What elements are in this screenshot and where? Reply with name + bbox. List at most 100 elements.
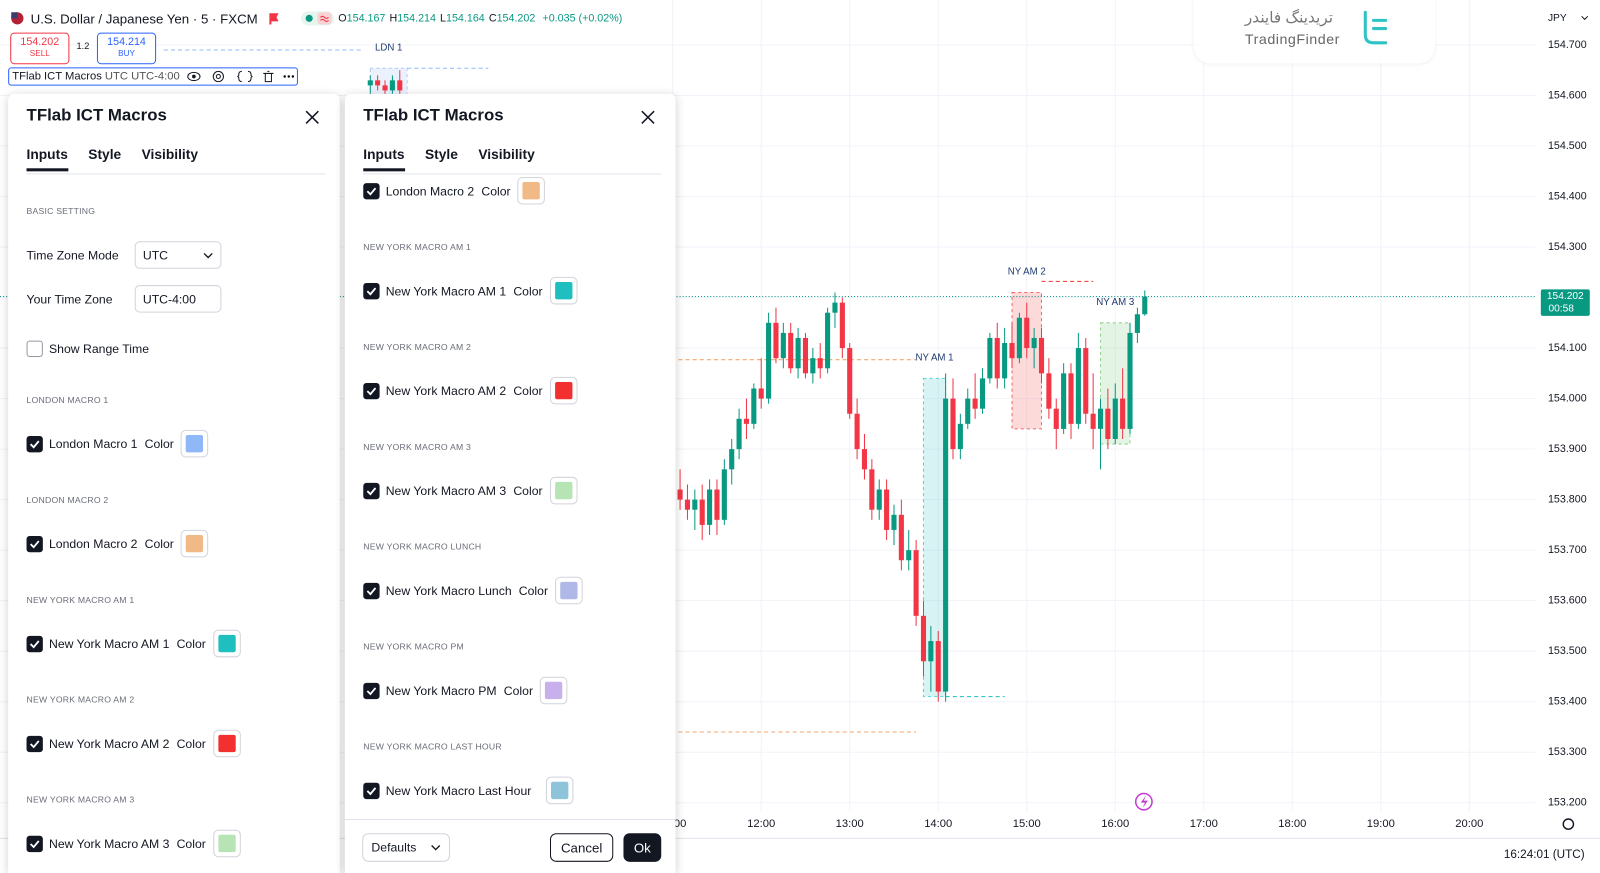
swatch-color [522,182,541,200]
checkbox[interactable] [26,435,43,452]
checkbox-row: New York Macro Last Hour [363,776,574,805]
candle-body [965,398,971,424]
candle-body [825,312,831,369]
check [29,440,40,449]
color-swatch[interactable] [555,576,583,605]
checkbox-label: New York Macro AM 2 [48,736,170,751]
color-swatch[interactable] [549,476,578,505]
candle-body [810,358,816,374]
section-row: NEW YORK MACRO AM 1 [27,595,135,605]
checkbox-row: New York Macro AM 1 Color [363,276,578,305]
section-title: NEW YORK MACRO LUNCH [363,541,482,552]
checkbox-label: New York Macro Last Hour [385,783,532,798]
y-tick-label: 154.000 [1548,392,1587,404]
checkbox[interactable] [363,582,380,599]
color-swatch[interactable] [213,729,241,758]
checkbox[interactable] [363,782,380,799]
candle-body [677,489,683,500]
tab[interactable]: Visibility [141,146,199,163]
close-button[interactable] [303,108,321,126]
checkbox-label: New York Macro AM 1 [48,636,170,651]
color-swatch[interactable] [540,676,568,705]
candle-body [773,322,779,359]
tabs: Inputs Style Visibility [26,146,199,172]
color-swatch[interactable] [517,176,546,205]
section-row: NEW YORK MACRO LAST HOUR [363,741,502,751]
y-tick-label: 153.600 [1548,594,1587,606]
clock: 16:24:01 (UTC) [1504,848,1585,861]
checkbox[interactable] [363,482,380,499]
candle-body [699,499,705,525]
checkbox[interactable] [26,835,43,852]
candle-body [920,615,927,662]
checkbox[interactable] [363,382,380,399]
candle-body [979,378,986,409]
checkbox-row: New York Macro AM 2 Color [363,376,578,405]
checkbox-row: New York Macro AM 1 Color [26,629,241,658]
tab-separator [26,173,326,175]
color-swatch[interactable] [181,429,209,458]
sell-button[interactable]: 154.202 SELL [10,32,70,65]
check [366,486,377,495]
buy-button[interactable]: 154.214 BUY [96,32,157,65]
checkbox-label: Show Range Time [48,341,150,356]
text-input[interactable]: UTC-4:00 [134,285,222,313]
y-tick-label: 154.500 [1548,140,1587,152]
section-row: NEW YORK MACRO AM 3 [363,442,471,452]
checkbox[interactable] [26,735,43,752]
tab[interactable]: Visibility [478,146,535,163]
color-swatch[interactable] [545,776,574,805]
checkbox[interactable] [363,182,380,199]
check [366,586,377,595]
tab[interactable]: Style [88,146,122,163]
color-swatch[interactable] [549,376,578,405]
candle-body [1097,408,1104,429]
tab[interactable]: Style [424,146,458,163]
color-label: Color [518,583,549,598]
color-swatch[interactable] [181,529,209,558]
checkbox[interactable] [26,535,43,552]
cancel-button[interactable]: Cancel [549,833,614,862]
candle-body [382,85,388,91]
dropdown[interactable]: UTC [134,241,222,269]
select-row: Time Zone Mode UTC [27,241,222,269]
candle-body [1112,398,1118,440]
candle-body [876,489,882,510]
x-tick-label: 15:00 [1013,818,1041,830]
swatch-color [218,634,236,653]
color-label: Color [144,536,174,551]
settings-dialog: TFlab ICT Macros Inputs Style Visibility Lon… [344,93,676,873]
candle-body [1053,408,1059,429]
candle-body [1068,373,1074,424]
candle-body [375,80,381,86]
flag-marker [268,13,279,25]
indicator-legend[interactable]: TFlab ICT Macros UTC UTC-4:00 [8,67,298,86]
section-title: NEW YORK MACRO PM [363,641,464,652]
last-price-value: 154.202 [1547,291,1584,302]
close-button[interactable] [639,108,657,126]
tab[interactable]: Inputs [363,147,405,172]
color-swatch[interactable] [213,829,241,858]
check [366,187,377,196]
color-swatch[interactable] [213,629,241,658]
checkbox[interactable] [26,635,43,652]
checkbox[interactable] [26,340,43,357]
candle-body [994,337,1000,379]
color-swatch[interactable] [549,276,578,305]
check [29,839,40,848]
price-axis-bg [1535,0,1600,873]
color-label: Color [176,836,206,851]
sell-price: 154.202 [20,35,60,48]
defaults-dropdown[interactable]: Defaults [362,833,450,862]
checkbox[interactable] [363,682,380,699]
ok-button[interactable]: Ok [623,833,662,862]
swatch-color [218,834,236,853]
y-tick-label: 153.800 [1548,493,1587,505]
checkbox[interactable] [363,282,380,299]
y-tick-label: 154.700 [1548,39,1587,51]
tab[interactable]: Inputs [26,147,68,172]
currency-label: JPY [1548,13,1567,24]
legend-icons[interactable] [186,69,297,83]
section-title: NEW YORK MACRO AM 2 [26,694,135,705]
flag-icon [11,12,24,25]
